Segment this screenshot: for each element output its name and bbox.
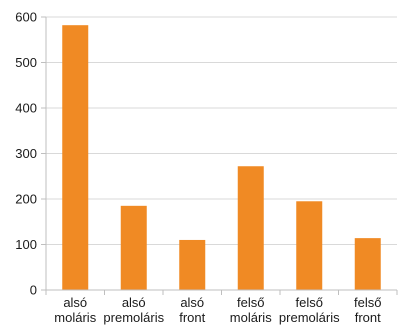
x-category-label: felső premoláris xyxy=(279,295,340,325)
y-axis-ticks: 0 100 200 300 400 500 600 xyxy=(15,10,37,298)
y-tick-label: 200 xyxy=(15,192,37,207)
y-tick-label: 400 xyxy=(15,101,37,116)
x-category-label-line: felső xyxy=(237,295,264,310)
x-category-label-line: moláris xyxy=(230,310,272,325)
x-category-label-line: front xyxy=(355,310,381,325)
bar xyxy=(179,239,206,290)
bar xyxy=(62,25,89,290)
y-tick-label: 600 xyxy=(15,10,37,25)
x-category-label: alsó moláris xyxy=(54,295,96,325)
x-category-label-line: alsó xyxy=(180,295,204,310)
bars xyxy=(62,25,381,290)
bar xyxy=(296,201,323,290)
axes xyxy=(41,16,398,295)
y-tick-label: 500 xyxy=(15,55,37,70)
x-category-label: alsó front xyxy=(179,295,205,325)
y-tick-label: 0 xyxy=(30,283,37,298)
x-category-label-line: felső xyxy=(354,295,381,310)
x-category-label-line: felső xyxy=(296,295,323,310)
x-category-label-line: moláris xyxy=(54,310,96,325)
x-category-label-line: alsó xyxy=(122,295,146,310)
y-tick-label: 300 xyxy=(15,146,37,161)
bar xyxy=(237,166,264,290)
bar xyxy=(120,205,147,290)
x-category-label: alsó premoláris xyxy=(103,295,164,325)
grid-lines xyxy=(46,16,397,245)
x-category-label-line: premoláris xyxy=(103,310,164,325)
x-category-label: felső front xyxy=(354,295,381,325)
x-category-label-line: front xyxy=(179,310,205,325)
bar xyxy=(354,238,381,290)
x-category-label-line: alsó xyxy=(63,295,87,310)
y-tick-label: 100 xyxy=(15,237,37,252)
x-category-label: felső moláris xyxy=(230,295,272,325)
x-category-label-line: premoláris xyxy=(279,310,340,325)
